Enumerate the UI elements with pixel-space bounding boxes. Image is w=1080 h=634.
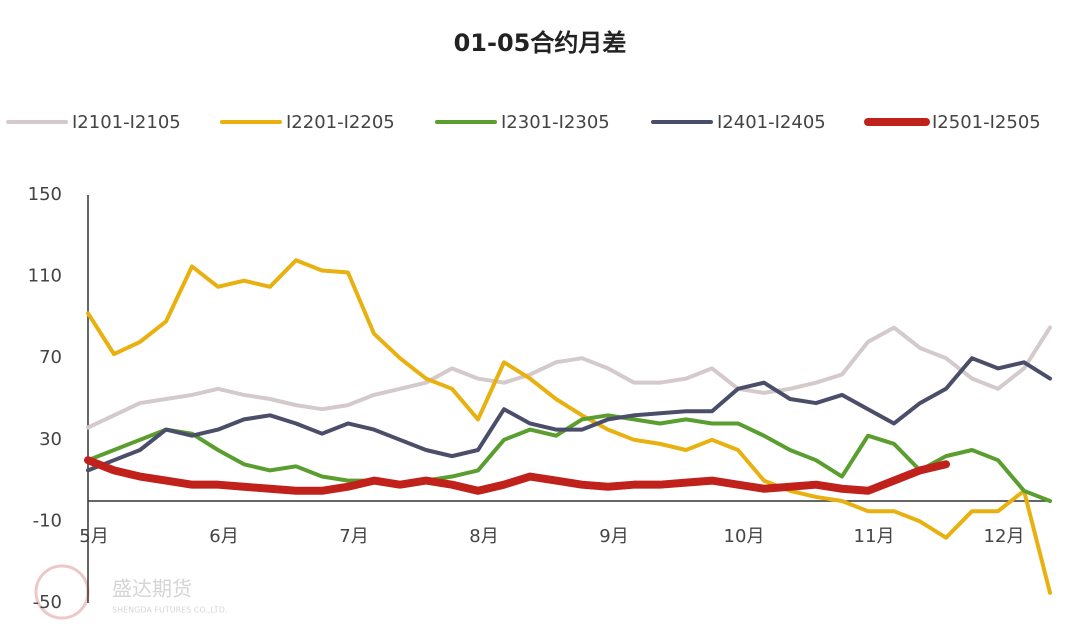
y-tick-label: 110 (28, 266, 62, 287)
x-tick-label: 8月 (469, 526, 498, 547)
y-tick-label: -10 (33, 510, 62, 531)
chart-title: 01-05合约月差 (454, 29, 627, 57)
legend-label: I2401-I2405 (717, 112, 826, 133)
x-tick-label: 6月 (209, 526, 238, 547)
legend-label: I2301-I2305 (501, 112, 610, 133)
x-tick-label: 5月 (79, 526, 108, 547)
x-tick-label: 12月 (984, 526, 1025, 547)
watermark-text: 盛达期货 (112, 577, 192, 601)
x-tick-label: 10月 (724, 526, 765, 547)
y-tick-label: 150 (28, 184, 62, 205)
watermark-subtext: SHENGDA FUTURES CO.,LTD. (112, 606, 227, 615)
series-line (86, 356, 1052, 473)
legend-label: I2201-I2205 (286, 112, 395, 133)
series-line (86, 413, 1052, 503)
x-tick-label: 11月 (854, 526, 895, 547)
series-line (84, 456, 950, 495)
series-line (86, 325, 1052, 430)
series-line (86, 258, 1052, 595)
watermark: 盛达期货 SHENGDA FUTURES CO.,LTD. (34, 564, 227, 620)
y-tick-label: -50 (33, 592, 62, 613)
x-tick-label: 9月 (599, 526, 628, 547)
y-tick-label: 30 (39, 429, 62, 450)
legend-label: I2101-I2105 (72, 112, 181, 133)
y-tick-label: 70 (39, 347, 62, 368)
legend-label: I2501-I2505 (932, 112, 1041, 133)
x-tick-label: 7月 (339, 526, 368, 547)
